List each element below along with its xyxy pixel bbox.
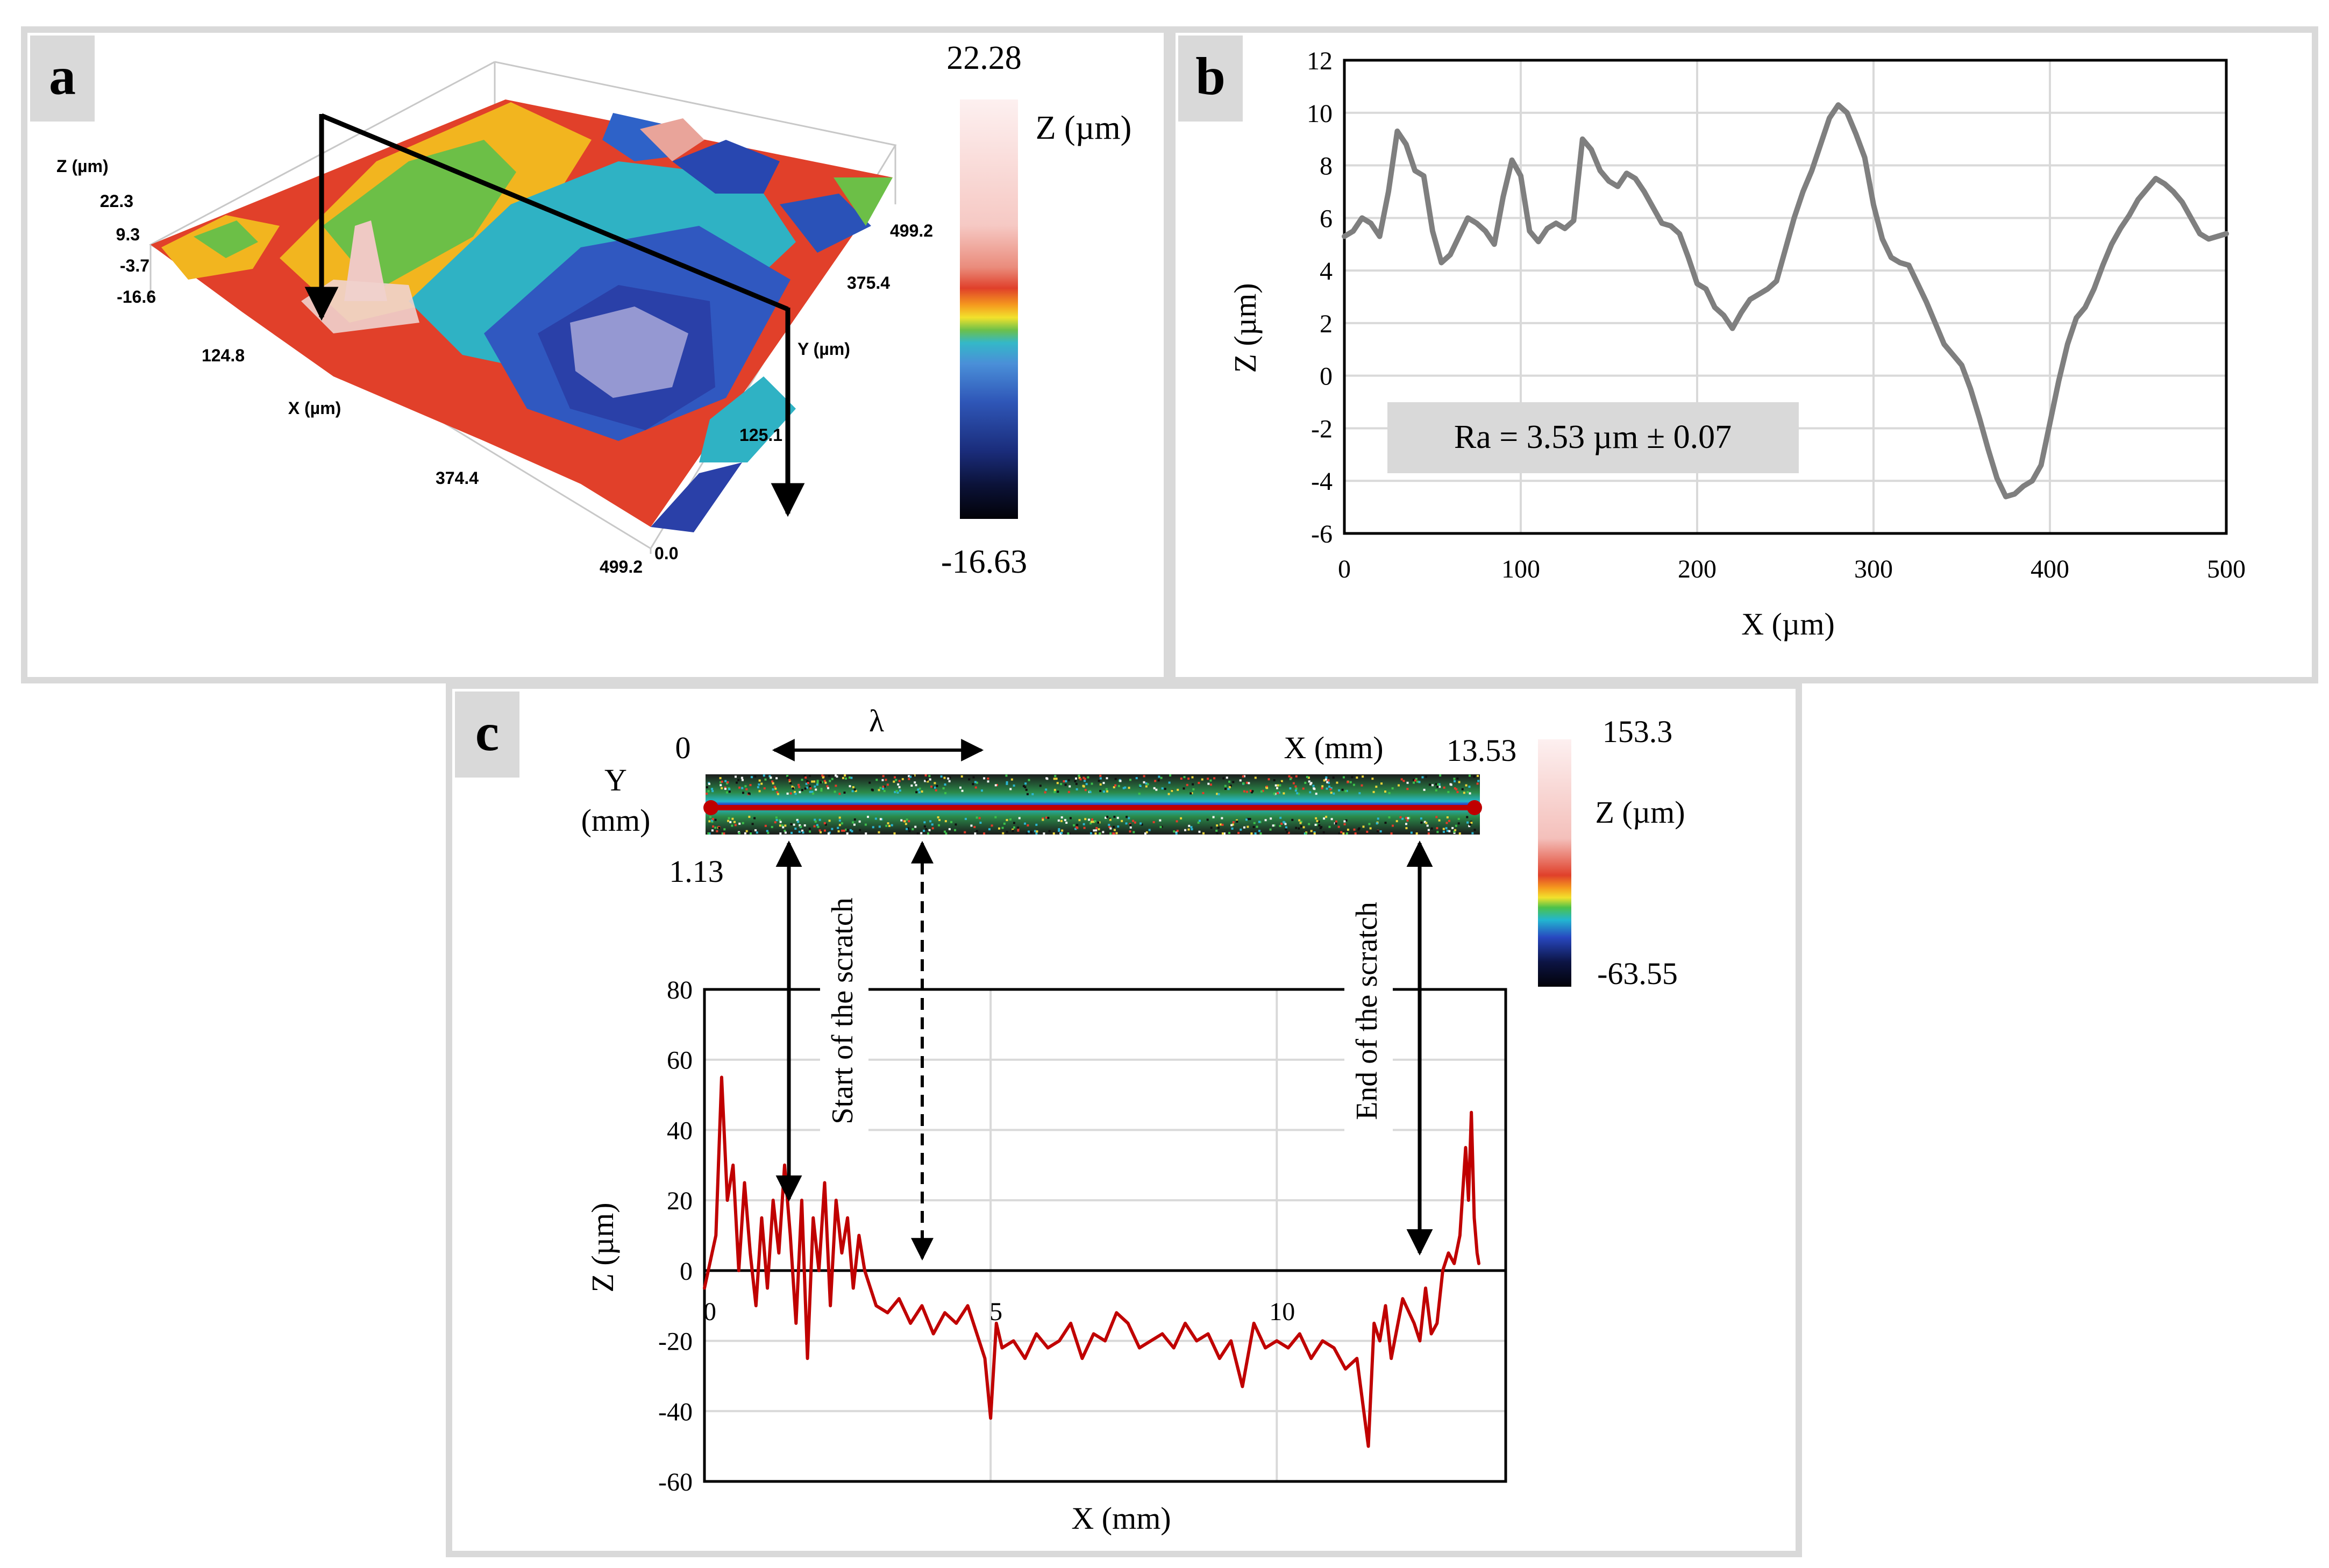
chart-b-ylabel: Z (µm) xyxy=(1228,283,1263,373)
surface-3d xyxy=(148,61,897,554)
strip-y-label-1: Y xyxy=(604,762,627,797)
x-tick-label: 400 xyxy=(2031,555,2069,583)
chart-c: -60 -40 -20 0 20 40 60 80 0 5 10 Z (µm) X (mm) xyxy=(585,976,1507,1536)
y-tick-label: -6 xyxy=(1311,520,1333,548)
panel-a-z-tick: 22.3 xyxy=(100,191,133,211)
start-label: Start of the scratch xyxy=(826,897,859,1124)
panel-a-z-tick: -16.6 xyxy=(117,287,156,307)
strip-x-label: X (mm) xyxy=(1284,730,1383,765)
plot-frame xyxy=(703,988,1507,1483)
panel-a-y-tick: 375.4 xyxy=(847,273,890,293)
chart-b-series xyxy=(1342,102,2229,500)
panel-a-y-tick: 0.0 xyxy=(654,544,678,563)
y-tick-label: 8 xyxy=(1320,152,1333,181)
y-tick-label: -60 xyxy=(658,1468,693,1496)
strip-y-bottom: 1.13 xyxy=(669,854,724,889)
strip-x-max: 13.53 xyxy=(1447,733,1517,768)
y-tick-label: 2 xyxy=(1320,310,1333,338)
y-tick-label: -4 xyxy=(1311,467,1333,496)
panel-a-label: a xyxy=(49,46,76,106)
y-tick-label: -2 xyxy=(1311,415,1333,443)
end-label: End of the scratch xyxy=(1350,902,1384,1120)
lambda-label: λ xyxy=(869,703,884,738)
y-tick-label: 0 xyxy=(1320,362,1333,391)
panel-c: c 0 Y (mm) 1.13 X (mm) 13.53 λ 153.3 Z (… xyxy=(446,682,1802,1557)
panel-a-colorbar-min: -16.63 xyxy=(941,544,1027,580)
panel-a-y-label: Y (µm) xyxy=(797,339,850,359)
x-tick-label: 0 xyxy=(703,1298,716,1326)
panel-c-colorbar-label: Z (µm) xyxy=(1595,795,1685,830)
panel-a: a xyxy=(21,26,1170,683)
panel-a-x-tick: 499.2 xyxy=(600,557,643,576)
chart-b: -6 -4 -2 0 2 4 6 8 10 12 0 100 200 300 400 500 Z (µm) X… xyxy=(1228,47,2246,642)
strip-y-label-2: (mm) xyxy=(581,803,651,838)
panel-a-colorbar xyxy=(960,99,1018,519)
panel-b-label-box xyxy=(1178,35,1243,122)
x-tick-label: 200 xyxy=(1678,555,1717,583)
y-tick-label: 6 xyxy=(1320,204,1333,233)
panel-c-colorbar xyxy=(1538,739,1571,987)
end-label-bg xyxy=(1344,871,1393,1151)
panel-b-border xyxy=(1169,26,2318,683)
y-tick-label: 4 xyxy=(1320,257,1333,286)
y-tick-label: 60 xyxy=(667,1046,693,1075)
x-tick-label: 0 xyxy=(1338,555,1351,583)
y-tick-label: 12 xyxy=(1307,47,1333,75)
x-tick-label: 300 xyxy=(1854,555,1893,583)
series-line xyxy=(1342,102,2229,500)
series-line xyxy=(703,1075,1480,1448)
chart-b-grid xyxy=(1343,59,2228,535)
chart-b-ticks: -6 -4 -2 0 2 4 6 8 10 12 0 100 200 300 400 500 xyxy=(1307,47,2246,583)
x-tick-label: 100 xyxy=(1501,555,1540,583)
ra-text: Ra = 3.53 µm ± 0.07 xyxy=(1454,419,1732,455)
panel-a-x-tick: 124.8 xyxy=(202,346,245,365)
panel-c-label-box xyxy=(455,692,519,778)
chart-c-series xyxy=(703,1075,1480,1448)
x-tick-label: 500 xyxy=(2207,555,2246,583)
x-tick-label: 10 xyxy=(1269,1298,1295,1326)
y-tick-label: 80 xyxy=(667,976,693,1004)
y-tick-label: -40 xyxy=(658,1398,693,1426)
strip-y-top: 0 xyxy=(675,730,691,765)
y-tick-label: 0 xyxy=(680,1257,693,1286)
panel-a-z-tick: 9.3 xyxy=(116,225,140,244)
chart-c-xlabel: X (mm) xyxy=(1071,1501,1171,1536)
scratch-strip xyxy=(703,774,1482,835)
chart-b-xlabel: X (µm) xyxy=(1741,607,1835,642)
panel-a-y-tick: 125.1 xyxy=(739,425,782,445)
start-label-bg xyxy=(820,871,868,1151)
plot-frame xyxy=(1343,59,2228,535)
x-tick-label: 5 xyxy=(989,1298,1002,1326)
panel-b-label: b xyxy=(1195,46,1226,106)
panel-a-z-tick: -3.7 xyxy=(120,256,149,275)
chart-c-ticks: -60 -40 -20 0 20 40 60 80 0 5 10 xyxy=(658,976,1295,1496)
y-tick-label: -20 xyxy=(658,1328,693,1356)
y-tick-label: 10 xyxy=(1307,99,1333,128)
chart-c-ylabel: Z (µm) xyxy=(585,1202,620,1292)
panel-a-z-label: Z (µm) xyxy=(56,156,109,176)
panel-a-colorbar-label: Z (µm) xyxy=(1036,110,1132,146)
panel-c-colorbar-min: -63.55 xyxy=(1597,956,1678,991)
ra-box xyxy=(1387,402,1799,473)
panel-c-label: c xyxy=(475,702,499,762)
panel-b: b -6 -4 -2 0 2 4 6 8 10 12 0 100 200 300 400 500 Z (µm)… xyxy=(1169,26,2318,683)
y-tick-label: 40 xyxy=(667,1116,693,1145)
y-tick-label: 20 xyxy=(667,1187,693,1215)
panel-a-label-box xyxy=(30,35,95,122)
panel-a-x-tick: 374.4 xyxy=(436,468,479,488)
panel-a-y-tick: 499.2 xyxy=(890,221,933,240)
panel-a-colorbar-max: 22.28 xyxy=(946,40,1022,76)
panel-a-x-label: X (µm) xyxy=(288,398,341,418)
panel-c-colorbar-max: 153.3 xyxy=(1602,714,1673,749)
